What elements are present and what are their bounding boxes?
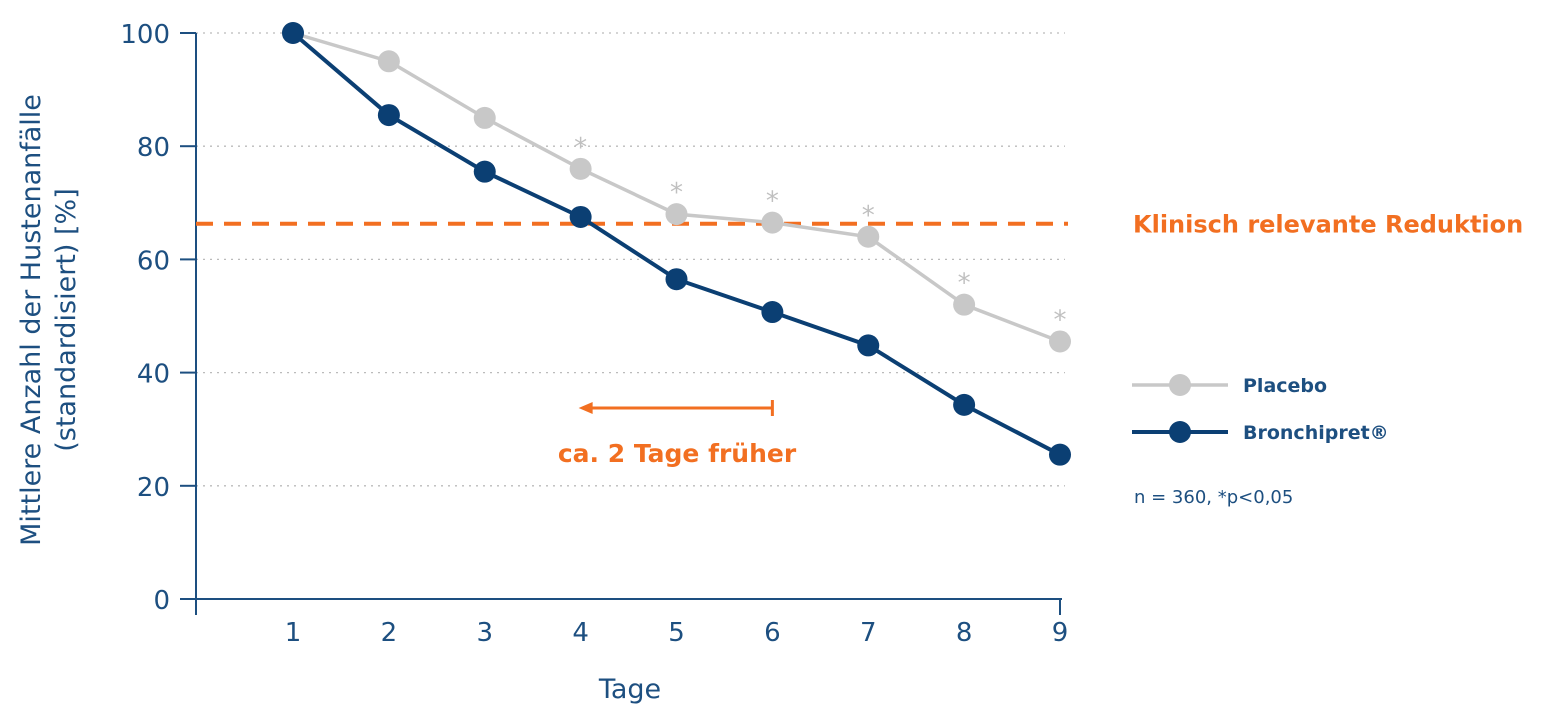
arrow-head-icon [578,402,593,414]
data-point [1049,443,1071,466]
annotation-label: ca. 2 Tage früher [558,439,797,468]
significance-asterisk: * [862,201,875,231]
y-tick-label: 40 [137,360,170,390]
y-tick-label: 60 [137,246,170,276]
series-line-bronchipret [291,31,1061,457]
x-tick-label: 9 [1052,618,1069,648]
y-tick-label: 100 [120,20,170,50]
significance-asterisk: * [958,269,971,299]
significance-asterisk: * [574,133,587,163]
data-point [665,268,688,291]
legend-marker [1169,374,1191,396]
data-point [761,301,784,324]
data-point [473,106,496,129]
data-point [569,157,592,180]
x-tick-label: 1 [285,618,302,648]
legend-label: Placebo [1243,375,1327,397]
data-point [953,293,976,316]
data-point [857,334,880,357]
significance-asterisk: * [1054,305,1067,335]
footnote: n = 360, *p<0,05 [1134,487,1293,508]
data-point [761,211,784,234]
significance-asterisk: * [766,187,779,217]
y-tick-label: 20 [137,473,170,503]
data-point [665,203,688,226]
legend-marker [1169,421,1191,443]
data-point [953,393,976,416]
data-point [857,225,880,248]
x-tick-label: 2 [381,618,398,648]
y-axis-label: (standardisiert) [%] [51,188,82,452]
x-tick-label: 7 [860,618,877,648]
y-tick-label: 80 [137,133,170,163]
x-tick-label: 4 [572,618,589,648]
data-point [569,205,592,228]
data-point [473,160,496,183]
data-point [377,50,400,73]
data-point [1049,330,1071,353]
significance-asterisk: * [670,178,683,208]
x-tick-label: 6 [764,618,781,648]
y-tick-label: 0 [153,586,170,616]
x-axis-label: Tage [598,674,661,705]
legend-label: Bronchipret® [1243,422,1389,444]
y-axis-label: Mittlere Anzahl der Hustenanfälle [16,94,47,546]
x-tick-label: 8 [956,618,973,648]
data-point [282,22,304,44]
reference-line-label: Klinisch relevante Reduktion [1133,211,1523,239]
x-tick-label: 5 [668,618,685,648]
data-point [377,104,400,127]
x-tick-label: 3 [476,618,493,648]
